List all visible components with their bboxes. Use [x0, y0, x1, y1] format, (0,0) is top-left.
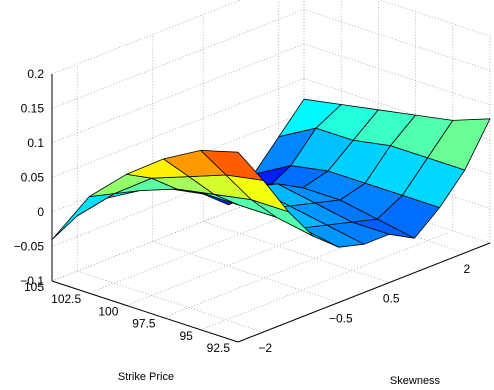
z-tick-label: −0.05 [14, 240, 45, 254]
z-tick-label: 0.05 [21, 171, 45, 185]
grid-line [77, 270, 264, 333]
y-axis-label: Strike Price [118, 371, 174, 383]
x-tick-label: 2 [463, 262, 470, 276]
z-tick-label: 0.1 [27, 136, 44, 150]
surface-plot [51, 98, 491, 248]
y-axis-line [51, 280, 239, 343]
surface-patch [200, 149, 264, 181]
x-tick-label: 0.5 [383, 292, 400, 306]
tick-labels: −0.1 −0.05 0 0.05 0.1 0.15 0.2 92.5 95 97.5 100 102… [14, 67, 471, 355]
x-axis-line [237, 242, 491, 343]
grid-line [152, 241, 339, 303]
z-tick-label: 0.15 [21, 102, 45, 116]
x-tick-label: −0.5 [329, 311, 353, 325]
grid-line [51, 78, 305, 178]
grid-line [303, 43, 491, 106]
z-tick-label: 0.2 [27, 67, 44, 81]
y-tick-label: 100 [98, 304, 118, 318]
grid-line [303, 9, 491, 71]
grid-line [200, 230, 453, 331]
y-tick-label: 92.5 [207, 341, 231, 355]
y-tick-label: 105 [24, 280, 44, 294]
x-tick-label: −2 [258, 341, 272, 355]
grid-line [379, 0, 491, 37]
z-tick-label: −0.1 [20, 274, 44, 288]
surface-patch [51, 193, 115, 241]
y-tick-label: 102.5 [51, 292, 81, 306]
grid-line [51, 43, 305, 144]
grid-line [51, 9, 305, 109]
y-tick-label: 95 [179, 329, 193, 343]
x-axis-label: Skewness [390, 375, 441, 387]
y-tick-label: 97.5 [132, 317, 156, 331]
z-tick-label: 0 [37, 205, 44, 219]
grid-line [51, 0, 242, 75]
